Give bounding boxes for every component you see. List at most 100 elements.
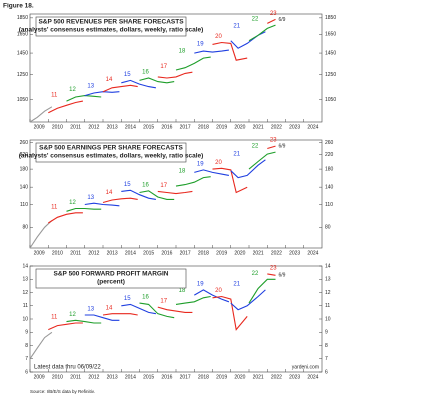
y-tick-label: 1050 [325,97,336,103]
series-label: 21 [233,151,240,157]
forecast-line [230,159,266,179]
forecast-line [212,295,248,331]
y-tick-label: 110 [20,202,28,208]
y-tick-label: 10 [22,316,28,322]
y-tick-label: 9 [325,330,328,336]
y-tick-label: 8 [325,343,328,349]
annotation: 6/9 [278,273,285,279]
series-label: 23 [270,11,277,17]
y-tick-label: 1250 [17,72,28,78]
series-label: 12 [69,312,76,318]
series-label: 12 [69,87,76,93]
forecast-line [157,190,193,195]
y-tick-label: 9 [25,330,28,336]
x-tick-label: 2023 [289,250,300,256]
x-tick-label: 2017 [180,250,191,256]
series-label: 23 [270,138,277,144]
series-label: 19 [197,42,204,48]
y-tick-label: 220 [325,152,334,158]
x-tick-label: 2020 [234,374,245,380]
series-label: 15 [124,182,131,188]
forecast-line [84,314,120,321]
y-tick-label: 140 [20,184,29,190]
x-tick-label: 2019 [216,124,227,130]
forecast-line [66,95,102,102]
forecast-line [48,212,83,224]
x-tick-label: 2011 [70,374,81,380]
y-tick-label: 110 [325,202,333,208]
forecast-line [248,151,276,170]
x-tick-label: 2014 [125,374,136,380]
x-tick-label: 2019 [216,250,227,256]
series-label: 11 [51,204,58,210]
forecast-line [121,79,156,89]
series-label: 15 [124,296,131,302]
series-label: 17 [160,64,167,70]
y-tick-label: 6 [325,369,328,375]
series-label: 13 [87,195,94,201]
x-tick-label: 2011 [70,250,81,256]
series-label: 22 [252,144,259,150]
chart-subtitle: (percent) [97,279,125,286]
chart-subtitle: (analysts' consensus estimates, dollars,… [19,27,204,34]
x-tick-label: 2012 [88,250,99,256]
x-tick-label: 2019 [216,374,227,380]
forecast-line [139,190,175,200]
y-tick-label: 1450 [17,50,28,56]
x-tick-label: 2011 [70,124,81,130]
annotation: 6/9 [278,143,285,149]
x-tick-label: 2013 [107,124,118,130]
x-tick-label: 2016 [161,374,172,380]
series-label: 15 [124,72,131,78]
forecast-line [102,84,138,93]
forecast-line [157,71,193,79]
y-tick-label: 80 [325,225,331,231]
forecast-line [267,145,276,150]
actual-line [29,106,53,123]
x-tick-label: 2016 [161,250,172,256]
x-tick-label: 2009 [34,250,45,256]
series-label: 20 [215,288,222,294]
series-label: 16 [142,70,149,76]
x-tick-label: 2022 [271,124,282,130]
forecast-line [139,77,175,84]
forecast-line [248,24,276,42]
forecast-line [121,189,156,200]
x-tick-label: 2024 [307,250,318,256]
x-tick-label: 2009 [34,124,45,130]
actual-line [29,220,53,249]
title-box [35,142,187,163]
y-tick-label: 1250 [325,72,336,78]
forecast-line [102,197,138,204]
x-tick-label: 2013 [107,374,118,380]
x-tick-label: 2021 [253,374,264,380]
series-label: 11 [51,93,58,99]
series-label: 22 [252,271,259,277]
y-tick-label: 13 [22,277,28,283]
y-tick-label: 12 [325,290,331,296]
y-tick-label: 140 [325,184,334,190]
y-tick-label: 1050 [17,97,28,103]
x-tick-label: 2024 [307,374,318,380]
series-label: 18 [179,49,186,55]
series-label: 21 [233,23,240,29]
forecast-line [48,100,84,114]
forecast-line [175,56,211,71]
series-label: 16 [142,295,149,301]
y-tick-label: 1850 [17,15,28,21]
actual-line [29,331,53,360]
source: Source: I/B/E/S data by Refinitiv. [30,389,95,394]
series-label: 18 [179,288,186,294]
x-tick-label: 2010 [52,374,63,380]
figure-label: Figure 18. [3,3,34,10]
x-tick-label: 2014 [125,124,136,130]
chart-title: S&P 500 REVENUES PER SHARE FORECASTS [38,19,184,26]
x-tick-label: 2010 [52,124,63,130]
y-tick-label: 1650 [17,32,28,38]
x-tick-label: 2021 [253,124,264,130]
x-tick-label: 2018 [198,374,209,380]
y-tick-label: 8 [25,343,28,349]
y-tick-label: 7 [25,356,28,362]
x-tick-label: 2012 [88,124,99,130]
y-tick-label: 12 [22,290,28,296]
